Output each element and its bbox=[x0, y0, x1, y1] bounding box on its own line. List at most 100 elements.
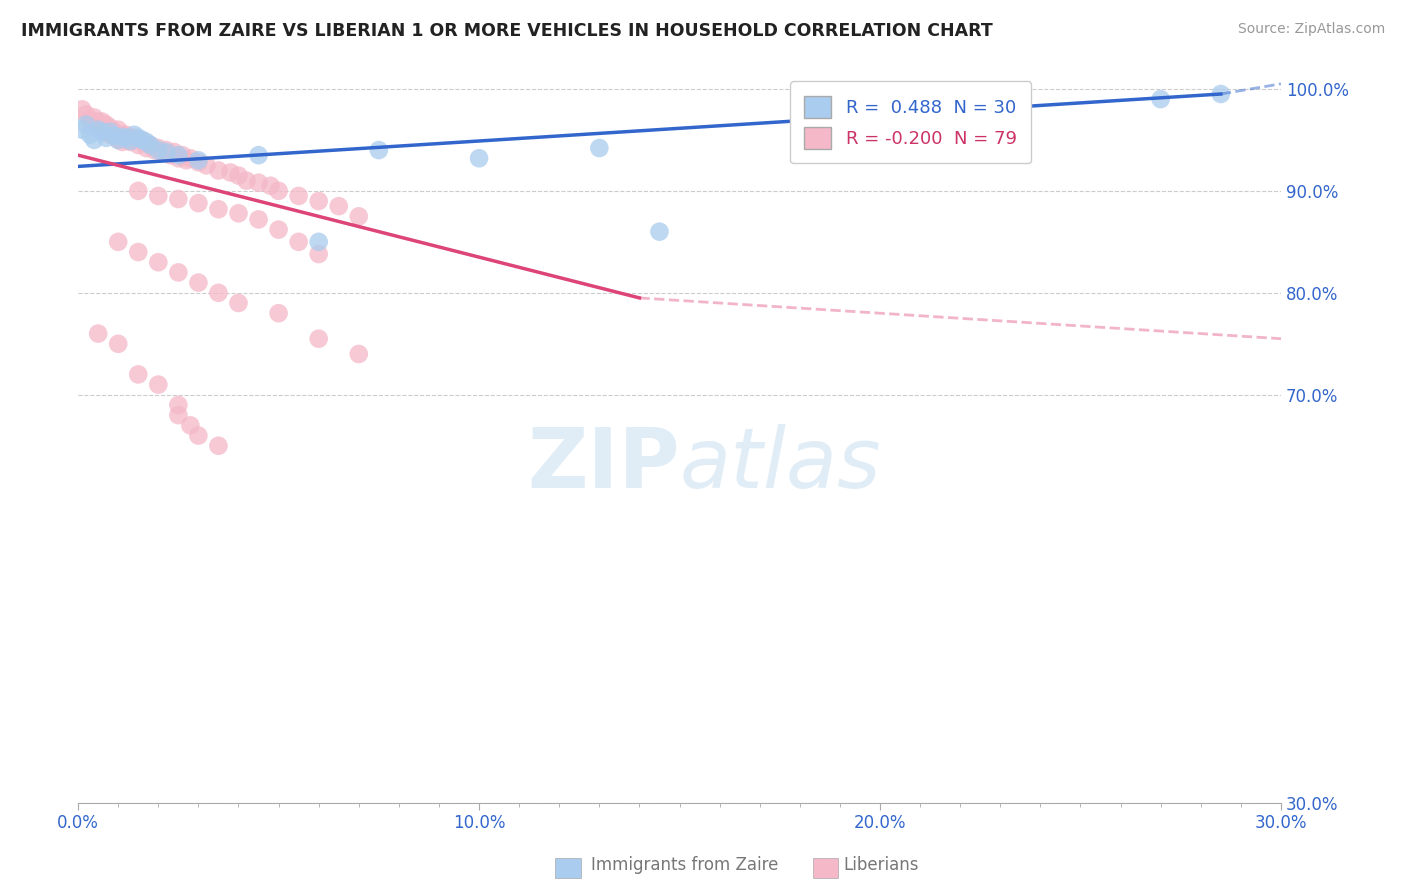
Point bbox=[308, 194, 330, 208]
Point bbox=[228, 206, 250, 220]
Point bbox=[187, 196, 209, 211]
Text: ZIP: ZIP bbox=[527, 425, 679, 506]
Point bbox=[87, 118, 110, 132]
Point bbox=[75, 118, 97, 132]
Point bbox=[347, 210, 370, 224]
Text: Liberians: Liberians bbox=[844, 855, 920, 873]
Point bbox=[195, 158, 218, 172]
Point bbox=[103, 128, 125, 143]
Point bbox=[87, 326, 110, 341]
Point bbox=[148, 143, 170, 157]
Point bbox=[107, 128, 129, 142]
Point bbox=[167, 148, 190, 162]
Point bbox=[127, 184, 149, 198]
Point bbox=[122, 131, 145, 145]
Point bbox=[172, 148, 194, 162]
Point bbox=[187, 428, 209, 442]
Point bbox=[115, 133, 138, 147]
Legend: R =  0.488  N = 30, R = -0.200  N = 79: R = 0.488 N = 30, R = -0.200 N = 79 bbox=[790, 81, 1032, 163]
Point bbox=[167, 151, 190, 165]
Point bbox=[287, 189, 309, 203]
Text: atlas: atlas bbox=[679, 425, 882, 506]
Point bbox=[87, 114, 110, 128]
Point bbox=[103, 125, 125, 139]
Text: Source: ZipAtlas.com: Source: ZipAtlas.com bbox=[1237, 22, 1385, 37]
Point bbox=[1209, 87, 1232, 101]
Point bbox=[98, 128, 121, 142]
Point bbox=[267, 222, 290, 236]
Point bbox=[259, 178, 281, 193]
Point bbox=[207, 163, 229, 178]
Text: Immigrants from Zaire: Immigrants from Zaire bbox=[591, 855, 778, 873]
Point bbox=[127, 131, 149, 145]
Point bbox=[91, 114, 114, 128]
Point bbox=[139, 138, 162, 153]
Point bbox=[167, 398, 190, 412]
Point bbox=[187, 276, 209, 290]
Point bbox=[187, 153, 209, 168]
Point bbox=[96, 125, 118, 139]
Point bbox=[648, 225, 671, 239]
Point bbox=[70, 122, 93, 136]
Point bbox=[111, 129, 134, 144]
Point bbox=[120, 135, 142, 149]
Point bbox=[228, 169, 250, 183]
Point bbox=[150, 145, 173, 160]
Point bbox=[83, 133, 105, 147]
Point bbox=[347, 347, 370, 361]
Point bbox=[207, 285, 229, 300]
Point bbox=[328, 199, 350, 213]
Point bbox=[148, 255, 170, 269]
Point bbox=[179, 418, 201, 433]
Point bbox=[167, 265, 190, 279]
Point bbox=[127, 368, 149, 382]
Point bbox=[219, 165, 242, 179]
Point bbox=[115, 131, 138, 145]
Point bbox=[247, 176, 270, 190]
Point bbox=[91, 122, 114, 136]
Point bbox=[235, 174, 257, 188]
Point bbox=[179, 151, 201, 165]
Point bbox=[120, 134, 142, 148]
Point bbox=[143, 143, 166, 157]
Point bbox=[308, 235, 330, 249]
Point bbox=[167, 408, 190, 422]
Point bbox=[131, 133, 153, 147]
Point bbox=[367, 143, 389, 157]
Point bbox=[148, 377, 170, 392]
Point bbox=[247, 212, 270, 227]
Point bbox=[176, 153, 198, 168]
Point bbox=[308, 247, 330, 261]
Point bbox=[107, 336, 129, 351]
Point bbox=[111, 128, 134, 142]
Point bbox=[148, 141, 170, 155]
Point bbox=[588, 141, 610, 155]
Point bbox=[70, 103, 93, 117]
Point bbox=[468, 151, 491, 165]
Point bbox=[267, 306, 290, 320]
Point bbox=[155, 145, 177, 160]
Point bbox=[131, 135, 153, 149]
Point bbox=[287, 235, 309, 249]
Point bbox=[127, 133, 149, 147]
Point bbox=[267, 184, 290, 198]
Point bbox=[308, 332, 330, 346]
Point bbox=[159, 148, 181, 162]
Point bbox=[115, 128, 138, 142]
Point bbox=[163, 145, 186, 160]
Point bbox=[79, 128, 101, 142]
Point bbox=[79, 112, 101, 127]
Point bbox=[96, 118, 118, 132]
Point bbox=[75, 107, 97, 121]
Point bbox=[207, 439, 229, 453]
Point bbox=[247, 148, 270, 162]
Point bbox=[87, 122, 110, 136]
Point bbox=[135, 135, 157, 149]
Point bbox=[148, 189, 170, 203]
Point bbox=[1150, 92, 1173, 106]
Point bbox=[207, 202, 229, 217]
Point bbox=[107, 235, 129, 249]
Point bbox=[127, 245, 149, 260]
Point bbox=[127, 138, 149, 153]
Point bbox=[107, 133, 129, 147]
